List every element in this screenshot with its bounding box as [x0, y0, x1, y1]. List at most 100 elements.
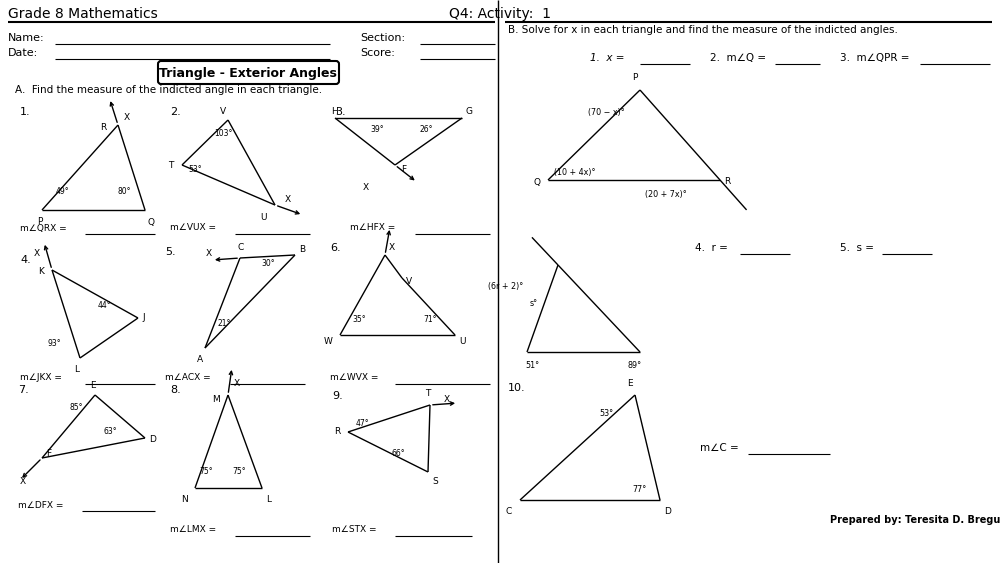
Text: 39°: 39°: [370, 126, 384, 135]
Text: 5.: 5.: [165, 247, 176, 257]
Text: 3.  m∠QPR =: 3. m∠QPR =: [840, 53, 910, 63]
Text: D: D: [664, 507, 671, 516]
Text: Name:: Name:: [8, 33, 45, 43]
Text: m∠WVX =: m∠WVX =: [330, 373, 378, 382]
Text: 53°: 53°: [188, 164, 202, 173]
Text: Q: Q: [534, 177, 541, 186]
Text: 21°: 21°: [217, 319, 230, 328]
Text: C: C: [506, 507, 512, 516]
Text: 2.: 2.: [170, 107, 181, 117]
Text: 89°: 89°: [628, 361, 642, 370]
Text: D: D: [149, 436, 156, 445]
Text: 44°: 44°: [98, 302, 112, 311]
Text: P: P: [632, 74, 638, 83]
Text: 75°: 75°: [232, 467, 246, 476]
Text: m∠HFX =: m∠HFX =: [350, 224, 395, 233]
Text: m∠VUX =: m∠VUX =: [170, 224, 216, 233]
Text: 71°: 71°: [423, 315, 436, 324]
Text: J: J: [142, 314, 145, 323]
Text: 8.: 8.: [170, 385, 181, 395]
Text: m∠DFX =: m∠DFX =: [18, 501, 63, 510]
Text: 1.  x =: 1. x =: [590, 53, 624, 63]
Text: K: K: [38, 267, 44, 276]
Text: E: E: [90, 381, 96, 390]
Text: Section:: Section:: [360, 33, 405, 43]
Text: X: X: [20, 477, 26, 486]
Text: 63°: 63°: [103, 427, 117, 436]
Text: F: F: [46, 449, 51, 458]
Text: 10.: 10.: [508, 383, 526, 393]
Text: Q4: Activity:  1: Q4: Activity: 1: [449, 7, 551, 21]
Text: 2.  m∠Q =: 2. m∠Q =: [710, 53, 766, 63]
Text: (70 − x)°: (70 − x)°: [588, 108, 625, 117]
Text: Grade 8 Mathematics: Grade 8 Mathematics: [8, 7, 158, 21]
Text: T: T: [168, 160, 173, 169]
Text: 53°: 53°: [599, 409, 613, 418]
Text: 3.: 3.: [335, 107, 346, 117]
Text: m∠JKX =: m∠JKX =: [20, 373, 62, 382]
Text: Q: Q: [147, 217, 154, 226]
Text: 85°: 85°: [69, 403, 82, 412]
Text: 9.: 9.: [332, 391, 343, 401]
Text: X: X: [234, 378, 240, 387]
Text: S: S: [432, 477, 438, 486]
Text: m∠STX =: m∠STX =: [332, 525, 376, 534]
Text: E: E: [627, 378, 633, 387]
Text: 66°: 66°: [392, 449, 406, 458]
Text: R: R: [724, 177, 730, 186]
Text: m∠QRX =: m∠QRX =: [20, 224, 67, 233]
Text: Triangle - Exterior Angles: Triangle - Exterior Angles: [159, 66, 337, 79]
Text: B: B: [299, 244, 305, 253]
Text: 75°: 75°: [199, 467, 213, 476]
Text: X: X: [124, 113, 130, 122]
Text: m∠C =: m∠C =: [700, 443, 739, 453]
Text: R: R: [100, 123, 106, 132]
Text: W: W: [324, 337, 333, 346]
Text: 1.: 1.: [20, 107, 31, 117]
Text: G: G: [466, 108, 473, 117]
Text: A: A: [197, 355, 203, 364]
Text: X: X: [363, 182, 369, 191]
Text: 80°: 80°: [117, 187, 130, 196]
Text: 103°: 103°: [214, 129, 232, 138]
Text: X: X: [444, 395, 450, 404]
Text: 51°: 51°: [525, 361, 539, 370]
Text: L: L: [266, 495, 271, 504]
Text: 4.  r =: 4. r =: [695, 243, 728, 253]
Text: A.  Find the measure of the indicted angle in each triangle.: A. Find the measure of the indicted angl…: [15, 85, 322, 95]
Text: M: M: [212, 395, 220, 404]
Text: m∠LMX =: m∠LMX =: [170, 525, 216, 534]
Text: s°: s°: [530, 298, 538, 307]
Text: 93°: 93°: [48, 339, 62, 348]
Text: U: U: [260, 212, 266, 221]
Text: B. Solve for x in each triangle and find the measure of the indicted angles.: B. Solve for x in each triangle and find…: [508, 25, 898, 35]
Text: T: T: [425, 388, 430, 397]
Text: C: C: [238, 244, 244, 252]
Text: X: X: [285, 195, 291, 204]
Text: P: P: [37, 217, 42, 226]
Text: (10 + 4x)°: (10 + 4x)°: [554, 168, 596, 176]
Text: 30°: 30°: [261, 258, 275, 267]
Text: X: X: [34, 249, 40, 258]
Text: R: R: [334, 427, 340, 436]
Text: L: L: [74, 365, 79, 374]
Text: 26°: 26°: [420, 126, 434, 135]
Text: 77°: 77°: [632, 485, 646, 494]
Text: m∠ACX =: m∠ACX =: [165, 373, 211, 382]
Text: F: F: [401, 164, 406, 173]
Text: Prepared by: Teresita D. Breguera: Prepared by: Teresita D. Breguera: [830, 515, 1000, 525]
Text: X: X: [389, 243, 395, 252]
Text: Date:: Date:: [8, 48, 38, 58]
Text: 49°: 49°: [56, 187, 70, 196]
Text: 5.  s =: 5. s =: [840, 243, 874, 253]
Text: H: H: [331, 108, 338, 117]
Text: Score:: Score:: [360, 48, 395, 58]
Text: 35°: 35°: [352, 315, 366, 324]
Text: V: V: [406, 278, 412, 287]
Text: X: X: [206, 249, 212, 258]
Text: 6.: 6.: [330, 243, 341, 253]
Text: N: N: [181, 495, 188, 504]
Text: U: U: [459, 337, 466, 346]
Text: (20 + 7x)°: (20 + 7x)°: [645, 190, 687, 199]
Text: 47°: 47°: [356, 419, 370, 428]
